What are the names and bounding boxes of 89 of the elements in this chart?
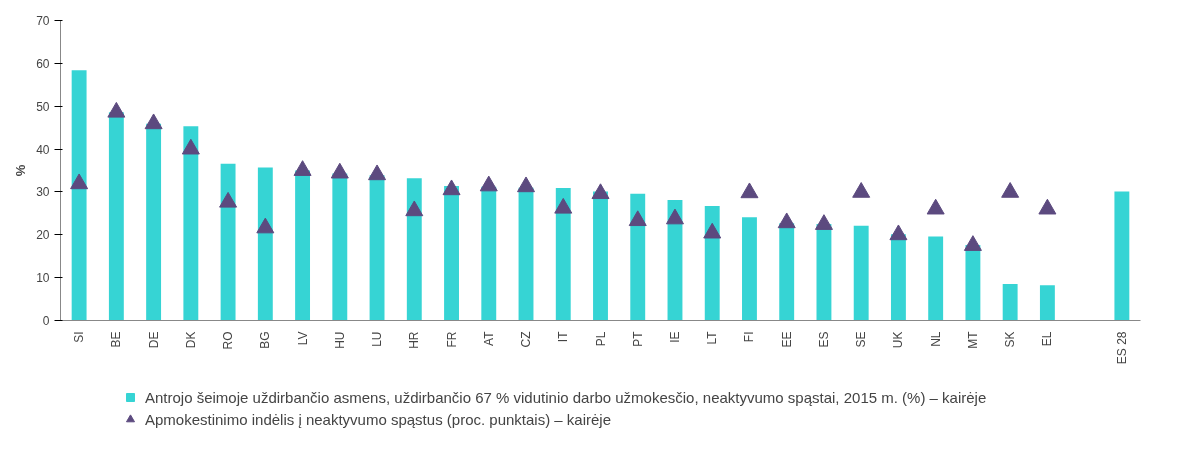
point <box>740 182 759 199</box>
y-tick-label: 0 <box>42 314 50 328</box>
bar <box>444 185 459 321</box>
x-tick-label: CZ <box>519 331 534 348</box>
point <box>70 173 89 190</box>
point <box>1001 182 1020 198</box>
legend-label: Apmokestinimo indėlis į neaktyvumo spąstus (proc. punktais) – kairėje <box>145 410 612 428</box>
point <box>591 183 610 200</box>
x-tick-label: SE <box>854 331 869 348</box>
point <box>293 160 312 176</box>
y-tick-label: 20 <box>36 228 50 243</box>
y-tick-label: 10 <box>36 271 50 286</box>
bar <box>369 175 385 321</box>
point <box>256 217 275 234</box>
x-tick-label: HR <box>407 331 422 349</box>
bar <box>1114 191 1130 321</box>
x-tick-label: IE <box>667 331 682 343</box>
bar <box>406 178 422 321</box>
bar <box>630 193 646 321</box>
point <box>181 138 200 155</box>
point <box>852 182 871 198</box>
x-tick-label: SK <box>1003 331 1018 348</box>
bar <box>555 188 571 321</box>
point <box>107 101 126 118</box>
x-tick-label: NL <box>928 331 943 347</box>
x-tick-label: LV <box>295 331 310 346</box>
bar <box>146 123 162 321</box>
point <box>442 179 461 196</box>
point <box>330 162 349 179</box>
bar <box>220 163 236 321</box>
x-tick-label: FR <box>444 331 459 348</box>
x-tick-label: HU <box>332 331 347 349</box>
x-tick-label: LT <box>705 330 720 345</box>
bar <box>853 225 869 321</box>
bar <box>779 223 795 321</box>
x-tick-label: BG <box>258 331 273 349</box>
bar <box>108 112 124 321</box>
bar <box>928 236 944 321</box>
x-tick-label: EE <box>779 331 794 348</box>
x-tick-label: DE <box>146 331 161 349</box>
point <box>963 235 982 251</box>
point <box>479 175 498 192</box>
bar <box>593 191 608 321</box>
y-tick-label: 30 <box>36 185 50 200</box>
point <box>889 224 908 241</box>
y-tick-label: 40 <box>36 142 50 157</box>
x-tick-label: DK <box>183 331 198 349</box>
x-tick-label: MT <box>965 330 980 349</box>
point <box>219 191 238 208</box>
x-tick-label: ES <box>816 331 831 348</box>
bar <box>1039 285 1055 321</box>
bar <box>965 245 981 321</box>
bar <box>257 167 273 321</box>
bar <box>890 234 906 321</box>
x-tick-label: PT <box>630 330 645 347</box>
legend-label: Antrojo šeimoje uždirbančio asmens, uždirbančio 67 % vidutinio darbo užmokesčio, neaktyvumo spąstai, 2015 m. (%) – kairėje <box>145 388 987 406</box>
point <box>665 208 684 225</box>
point <box>1038 198 1057 215</box>
point <box>777 212 796 229</box>
x-tick-label: SI <box>72 331 87 343</box>
x-tick-label: BE <box>109 331 124 348</box>
y-tick-label: 60 <box>36 56 50 71</box>
point <box>628 210 647 227</box>
point <box>368 164 387 181</box>
y-tick-label: 70 <box>36 14 50 28</box>
x-tick-label: IT <box>556 330 571 343</box>
y-tick-label: 50 <box>36 99 50 114</box>
point <box>144 113 163 130</box>
x-tick-label: FI <box>742 331 757 343</box>
point <box>703 222 722 239</box>
x-tick-label: PL <box>593 331 608 347</box>
x-tick-label: EL <box>1040 331 1055 347</box>
x-tick-label: AT <box>481 330 496 346</box>
bar <box>332 173 348 321</box>
bar <box>183 126 199 321</box>
x-tick-label: RO <box>221 331 236 350</box>
x-tick-label: LU <box>370 331 385 347</box>
bar <box>71 70 87 321</box>
point <box>517 176 536 193</box>
y-axis-title: % <box>13 164 29 177</box>
point <box>814 214 833 230</box>
point <box>926 198 945 215</box>
point <box>554 197 573 214</box>
x-tick-label: UK <box>891 331 906 349</box>
bar <box>295 170 311 321</box>
bar <box>1002 284 1018 321</box>
x-tick-label: ES 28 <box>1114 331 1129 365</box>
point <box>405 200 424 217</box>
bar <box>742 217 757 321</box>
